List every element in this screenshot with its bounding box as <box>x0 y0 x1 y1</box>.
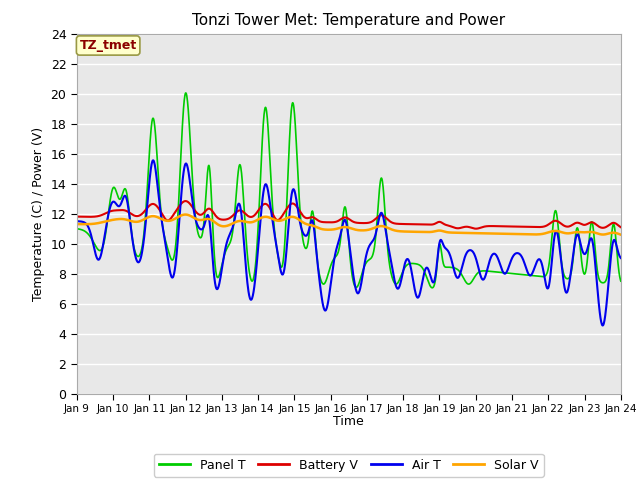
Battery V <box>383 216 390 221</box>
Air T <box>304 230 312 236</box>
Battery V <box>304 215 312 221</box>
Legend: Panel T, Battery V, Air T, Solar V: Panel T, Battery V, Air T, Solar V <box>154 454 544 477</box>
Line: Battery V: Battery V <box>77 201 621 228</box>
Solar V <box>182 212 189 217</box>
Air T <box>73 218 81 224</box>
Air T <box>137 254 145 260</box>
Battery V <box>325 219 333 225</box>
Panel T <box>617 278 625 284</box>
Panel T <box>325 268 333 274</box>
Air T <box>617 255 625 261</box>
Line: Air T: Air T <box>77 160 621 325</box>
Panel T <box>428 285 436 291</box>
Line: Solar V: Solar V <box>77 215 621 235</box>
Air T <box>599 323 607 328</box>
Battery V <box>182 198 189 204</box>
Air T <box>115 204 123 209</box>
Solar V <box>137 218 145 224</box>
Y-axis label: Temperature (C) / Power (V): Temperature (C) / Power (V) <box>32 127 45 300</box>
Panel T <box>73 226 81 231</box>
Battery V <box>316 218 323 224</box>
Solar V <box>316 226 323 231</box>
Air T <box>149 157 157 163</box>
Battery V <box>115 207 123 213</box>
Air T <box>383 234 390 240</box>
Air T <box>325 293 333 299</box>
X-axis label: Time: Time <box>333 415 364 429</box>
Battery V <box>617 224 625 230</box>
Panel T <box>182 90 189 96</box>
Panel T <box>137 249 145 254</box>
Air T <box>316 276 323 281</box>
Title: Tonzi Tower Met: Temperature and Power: Tonzi Tower Met: Temperature and Power <box>192 13 506 28</box>
Solar V <box>115 216 123 222</box>
Panel T <box>304 240 312 246</box>
Solar V <box>617 232 625 238</box>
Solar V <box>73 221 81 227</box>
Solar V <box>325 227 333 233</box>
Battery V <box>73 214 81 219</box>
Line: Panel T: Panel T <box>77 93 621 288</box>
Solar V <box>304 222 312 228</box>
Battery V <box>472 226 480 231</box>
Panel T <box>316 271 323 276</box>
Panel T <box>383 234 390 240</box>
Solar V <box>383 225 390 230</box>
Panel T <box>115 196 123 202</box>
Battery V <box>137 212 145 217</box>
Text: TZ_tmet: TZ_tmet <box>79 39 137 52</box>
